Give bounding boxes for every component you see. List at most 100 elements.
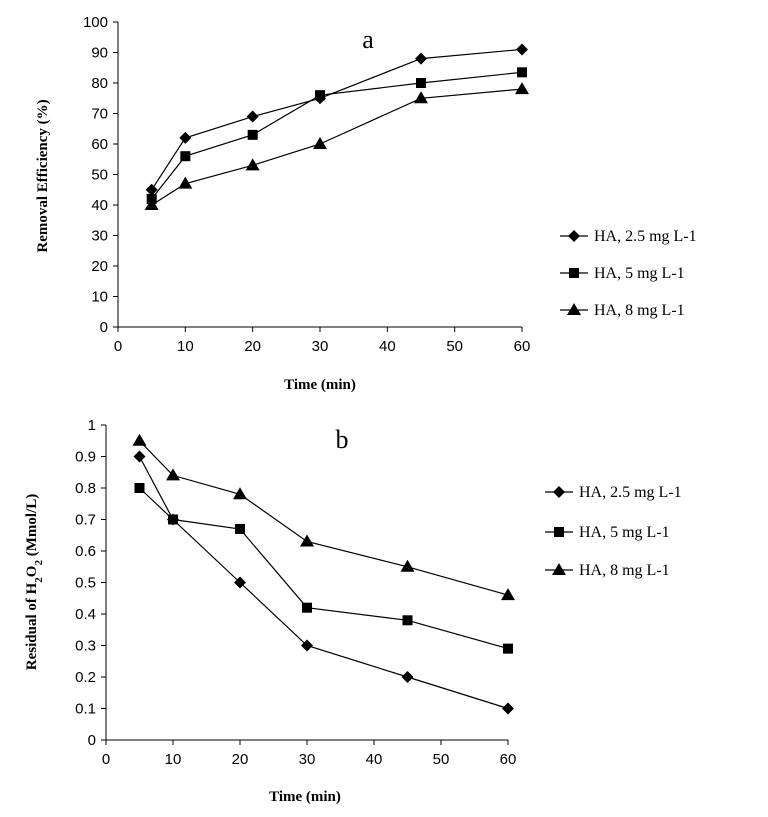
- x-tick-label-a: 50: [446, 338, 463, 355]
- y-tick-label-b: 0.1: [75, 701, 96, 718]
- x-axis-label-b: Time (min): [269, 789, 341, 805]
- y-tick-label-a: 10: [91, 289, 108, 306]
- y-label-b-part-1: Residual of H: [24, 582, 40, 670]
- legend-marker-a-3: [567, 303, 581, 315]
- data-point-b-2: [503, 643, 513, 654]
- y-tick-label-b: 0.7: [75, 512, 96, 529]
- data-point-a-1: [145, 183, 158, 196]
- legend-label-b-2: HA, 5 mg L-1: [579, 524, 670, 541]
- data-point-b-3: [132, 433, 147, 446]
- data-point-b-3: [400, 559, 415, 572]
- data-point-b-3: [501, 588, 515, 601]
- x-axis-label-a: Time (min): [284, 377, 356, 393]
- y-tick-label-a: 30: [91, 228, 108, 245]
- y-label-b-part-2: O: [24, 566, 40, 578]
- chart-b: 0 0.1 0.2 0.3 0.4 0.5 0.6 0.7 0.8 0.9 1 0 10 20 30 40 5…: [24, 417, 682, 805]
- legend-marker-b-1: [553, 486, 565, 498]
- series-line-b-2: [139, 487, 509, 650]
- y-tick-label-b: 0.3: [75, 638, 96, 655]
- legend-label-a-2: HA, 5 mg L-1: [594, 265, 685, 282]
- x-tick-label-b: 0: [102, 751, 110, 768]
- legend-b: HA, 2.5 mg L-1 HA, 5 mg L-1 HA, 8 mg L-1: [545, 484, 682, 579]
- panel-label-a: a: [362, 25, 374, 54]
- y-tick-label-a: 0: [100, 319, 108, 336]
- legend-marker-b-2: [554, 527, 564, 537]
- series-line-b-1: [138, 456, 509, 710]
- data-point-b-3: [233, 487, 247, 500]
- legend-marker-a-1: [568, 230, 580, 242]
- y-label-b-part-3: (Mmol/L): [24, 494, 40, 560]
- legend-marker-b-3: [552, 563, 566, 575]
- data-point-b-2: [302, 602, 312, 613]
- x-tick-label-b: 10: [165, 751, 182, 768]
- data-point-a-1: [246, 110, 259, 123]
- x-tick-label-a: 10: [177, 338, 194, 355]
- y-tick-label-a: 70: [91, 106, 108, 123]
- data-point-a-2: [247, 129, 258, 140]
- data-point-a-3: [245, 158, 260, 171]
- data-point-a-1: [415, 52, 427, 65]
- y-tick-label-b: 0.9: [75, 449, 96, 466]
- y-tick-label-a: 80: [91, 75, 108, 92]
- y-tick-label-b: 0.2: [75, 669, 96, 686]
- y-axis-label-b: Residual of H2O2 (Mmol/L): [24, 494, 45, 670]
- y-tick-label-a: 60: [91, 136, 108, 153]
- y-tick-label-a: 40: [91, 197, 108, 214]
- data-point-b-2: [402, 615, 413, 626]
- y-axis-ticks-a: 0 10 20 30 40 50 60 70 80 90 100: [83, 14, 118, 336]
- data-point-a-2: [517, 67, 527, 78]
- x-tick-label-a: 0: [114, 338, 122, 355]
- data-point-a-3: [515, 82, 529, 95]
- x-tick-label-a: 20: [244, 338, 261, 355]
- x-axis-ticks-a: 0 10 20 30 40 50 60: [114, 327, 531, 355]
- series-line-a-2: [151, 71, 523, 200]
- y-tick-label-a: 90: [91, 45, 108, 62]
- data-point-b-2: [134, 483, 145, 493]
- legend-label-a-3: HA, 8 mg L-1: [594, 302, 685, 319]
- y-label-b-subscript-1: 2: [33, 577, 45, 583]
- x-tick-label-a: 60: [514, 338, 531, 355]
- data-point-a-3: [414, 91, 428, 104]
- y-tick-label-a: 20: [91, 258, 108, 275]
- x-tick-label-a: 40: [379, 338, 396, 355]
- data-point-a-2: [416, 78, 426, 88]
- data-point-a-2: [180, 151, 191, 162]
- y-tick-label-b: 0: [88, 732, 96, 749]
- data-point-b-1: [301, 639, 313, 652]
- data-point-b-1: [401, 671, 414, 683]
- data-point-a-1: [179, 131, 192, 144]
- y-axis-ticks-b: 0 0.1 0.2 0.3 0.4 0.5 0.6 0.7 0.8 0.9 1: [75, 417, 106, 749]
- y-axis-label-a: Removal Efficiency (%): [35, 99, 51, 252]
- series-line-a-1: [151, 48, 523, 191]
- series-line-a-3: [151, 88, 523, 206]
- data-point-b-1: [133, 450, 146, 463]
- y-tick-label-b: 1: [88, 417, 96, 434]
- y-tick-label-b: 0.6: [75, 543, 96, 560]
- legend-a: HA, 2.5 mg L-1 HA, 5 mg L-1 HA, 8 mg L-1: [560, 228, 697, 319]
- y-tick-label-a: 50: [91, 167, 108, 184]
- panel-label-b: b: [336, 425, 349, 454]
- x-tick-label-a: 30: [312, 338, 329, 355]
- plot-area-a: [117, 22, 529, 328]
- chart-a: 0 10 20 30 40 50 60 70 80 90 100 0 10 20 30 40 50 60 Tim…: [35, 14, 697, 393]
- series-line-b-3: [139, 440, 509, 596]
- x-axis-ticks-b: 0 10 20 30 40 50 60: [102, 740, 517, 768]
- y-label-b-subscript-2: 2: [33, 560, 45, 566]
- x-tick-label-b: 50: [433, 751, 450, 768]
- data-point-b-1: [234, 576, 246, 589]
- data-point-a-1: [516, 43, 528, 56]
- data-point-b-1: [502, 702, 514, 715]
- y-tick-label-b: 0.8: [75, 480, 96, 497]
- data-point-a-3: [313, 137, 327, 149]
- x-tick-label-b: 40: [366, 751, 383, 768]
- x-tick-label-b: 60: [500, 751, 517, 768]
- plot-area-b: [105, 425, 515, 741]
- legend-marker-a-2: [569, 268, 579, 278]
- x-tick-label-b: 20: [232, 751, 249, 768]
- data-point-a-3: [178, 176, 193, 189]
- legend-label-b-1: HA, 2.5 mg L-1: [579, 484, 682, 501]
- data-point-a-2: [315, 90, 325, 101]
- data-point-b-3: [300, 534, 314, 547]
- y-tick-label-b: 0.4: [75, 606, 96, 623]
